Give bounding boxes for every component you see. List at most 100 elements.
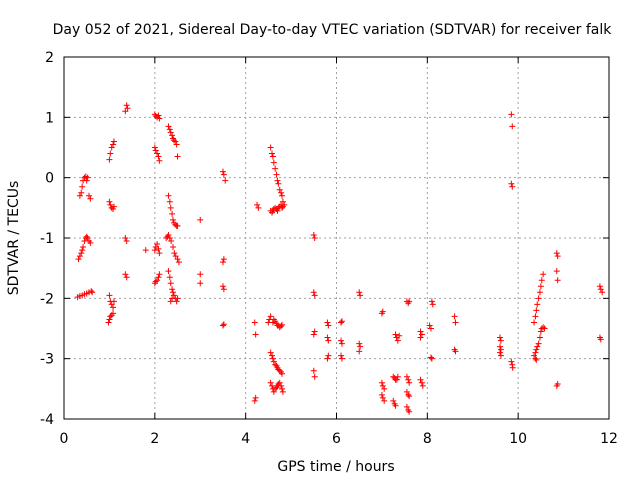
data-point [508, 111, 515, 118]
data-point [123, 102, 130, 109]
data-point [219, 283, 226, 290]
data-point [272, 361, 279, 368]
data-point [78, 250, 85, 257]
data-point [497, 337, 504, 344]
data-point [272, 165, 279, 172]
data-point [379, 308, 386, 315]
data-point [172, 253, 179, 260]
data-point [174, 153, 181, 160]
data-point [394, 337, 401, 344]
data-point [429, 301, 436, 308]
data-point [154, 150, 161, 157]
data-point [338, 352, 345, 359]
data-point [428, 355, 435, 362]
data-point [532, 355, 539, 362]
chart-title: Day 052 of 2021, Sidereal Day-to-day VTE… [53, 22, 613, 38]
data-point [84, 235, 91, 241]
data-point [156, 115, 163, 122]
data-point [497, 343, 503, 350]
data-point [596, 283, 603, 290]
data-point [325, 322, 332, 329]
data-point [279, 388, 286, 395]
data-point [75, 256, 82, 263]
data-point [270, 358, 277, 365]
y-tick-label: -1 [40, 231, 54, 247]
data-point [509, 364, 516, 371]
data-point [105, 319, 112, 326]
data-point [535, 340, 542, 347]
data-point [166, 235, 173, 241]
data-point [272, 385, 279, 392]
data-point [220, 286, 227, 293]
data-point [599, 289, 606, 296]
data-point [170, 244, 176, 251]
data-point [108, 301, 115, 308]
data-point [110, 203, 117, 210]
data-point [406, 298, 413, 305]
data-point [79, 247, 86, 254]
data-point [175, 259, 182, 266]
data-point [174, 256, 181, 263]
x-tick-label: 4 [241, 431, 250, 447]
data-point [554, 277, 561, 284]
data-point [170, 289, 176, 296]
data-point [356, 348, 363, 355]
data-point [311, 235, 318, 241]
data-point [107, 201, 114, 208]
data-point [107, 313, 114, 320]
data-point [405, 391, 412, 398]
data-point [255, 204, 262, 211]
data-point [406, 408, 413, 415]
data-point [357, 343, 364, 350]
data-point [540, 271, 547, 278]
data-point [269, 153, 276, 160]
data-point [152, 147, 159, 154]
data-point [84, 174, 91, 181]
data-point [87, 239, 94, 246]
data-point [403, 403, 410, 410]
data-point [310, 289, 317, 296]
data-point [325, 337, 332, 344]
data-point [279, 192, 285, 199]
data-point [155, 245, 162, 252]
data-point [110, 141, 117, 148]
data-point [279, 385, 285, 392]
data-point [155, 274, 162, 281]
data-point [531, 352, 538, 359]
data-point [356, 340, 363, 347]
data-point [324, 334, 331, 341]
data-point [251, 319, 258, 326]
data-point [220, 321, 227, 328]
data-point [219, 168, 226, 175]
data-point [197, 280, 204, 287]
data-point [451, 313, 458, 320]
x-tick-labels: 0 2 4 6 8 10 12 [60, 431, 618, 447]
data-point [270, 159, 277, 166]
data-point [167, 129, 174, 136]
data-point [151, 144, 158, 151]
data-point [124, 105, 131, 112]
data-point [219, 259, 226, 266]
data-point [428, 298, 435, 305]
data-point [166, 198, 173, 205]
data-point [378, 391, 385, 398]
data-point [534, 343, 541, 350]
data-point [108, 144, 115, 151]
data-point [222, 177, 229, 184]
data-point [174, 222, 181, 229]
data-point [537, 328, 544, 335]
data-point [403, 373, 410, 380]
data-points [74, 102, 606, 415]
data-point [338, 319, 345, 326]
data-point [418, 379, 425, 386]
data-point [311, 328, 318, 335]
data-point [169, 295, 176, 302]
data-point [165, 268, 172, 275]
data-point [169, 132, 176, 139]
data-point [378, 379, 385, 386]
x-axis-label: GPS time / hours [277, 459, 394, 475]
data-point [166, 274, 173, 281]
data-point [156, 271, 163, 278]
data-point [452, 348, 459, 355]
data-point [106, 198, 113, 205]
